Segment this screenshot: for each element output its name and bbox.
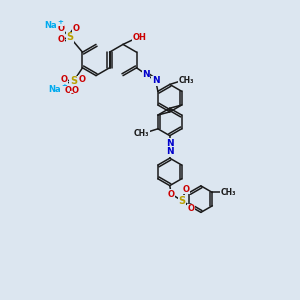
- Text: Na: Na: [49, 85, 61, 94]
- Text: N: N: [152, 76, 160, 85]
- Text: S: S: [178, 196, 185, 206]
- Text: O: O: [58, 24, 65, 33]
- Text: N: N: [166, 147, 174, 156]
- Text: O: O: [71, 86, 79, 95]
- Text: O: O: [168, 190, 175, 199]
- Text: +: +: [61, 82, 68, 88]
- Text: O: O: [188, 204, 195, 213]
- Text: O: O: [64, 86, 72, 95]
- Text: +: +: [58, 19, 64, 25]
- Text: O: O: [57, 35, 64, 44]
- Text: O: O: [182, 185, 190, 194]
- Text: N: N: [166, 139, 174, 148]
- Text: CH₃: CH₃: [134, 129, 149, 138]
- Text: S: S: [70, 76, 77, 86]
- Text: CH₃: CH₃: [220, 188, 236, 197]
- Text: -: -: [70, 92, 73, 98]
- Text: O: O: [61, 75, 68, 84]
- Text: O: O: [78, 75, 85, 84]
- Text: Na: Na: [45, 21, 57, 30]
- Text: S: S: [66, 32, 74, 42]
- Text: O: O: [72, 24, 80, 33]
- Text: CH₃: CH₃: [178, 76, 194, 85]
- Text: N: N: [142, 70, 150, 79]
- Text: OH: OH: [133, 33, 146, 42]
